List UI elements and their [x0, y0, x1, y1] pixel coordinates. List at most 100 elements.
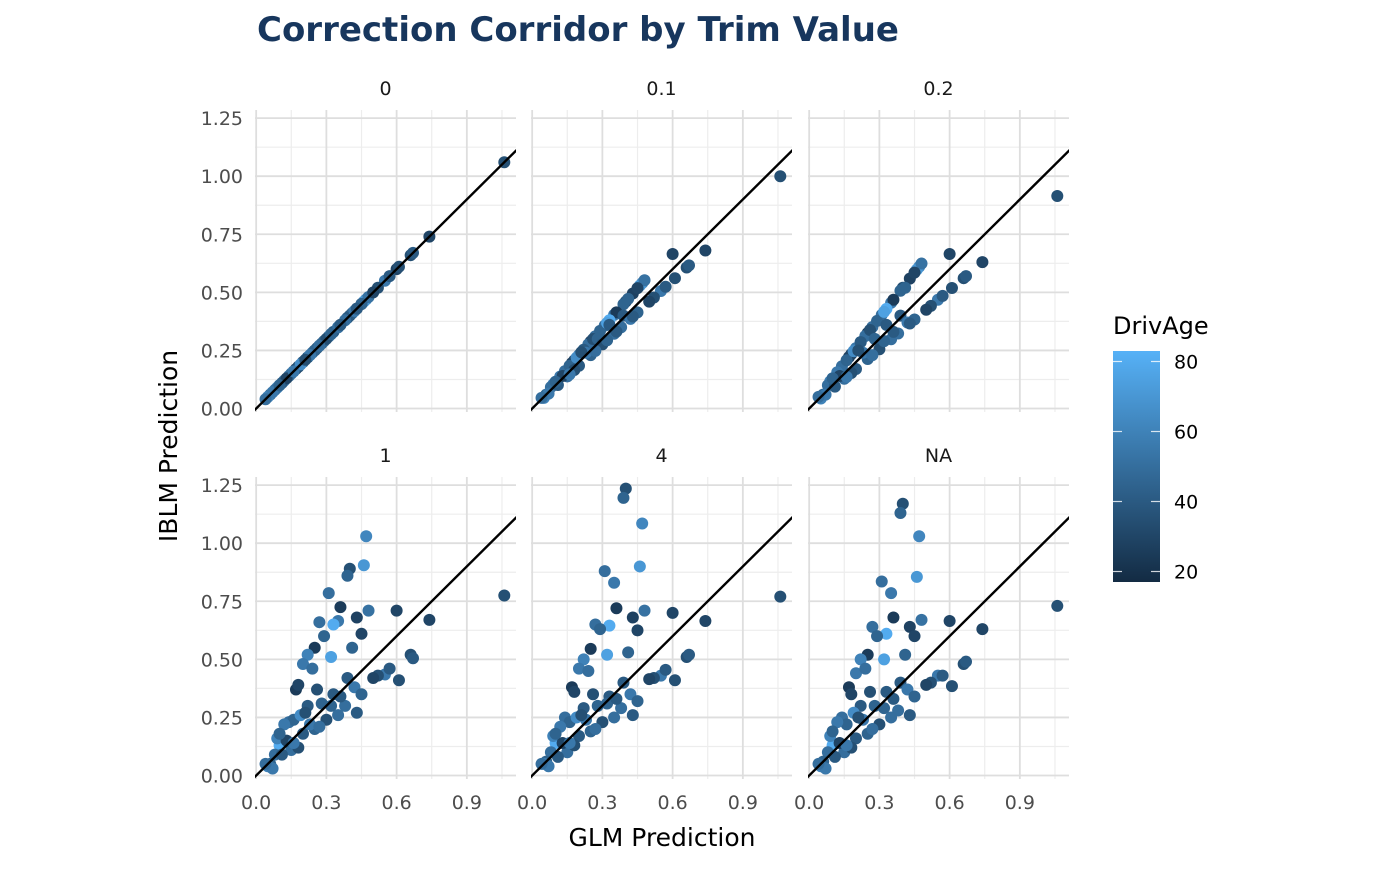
data-point: [880, 627, 893, 640]
data-point: [915, 257, 928, 270]
data-point: [273, 727, 286, 740]
data-point: [896, 497, 909, 510]
data-point: [318, 630, 331, 643]
data-point: [617, 491, 630, 504]
data-point: [864, 685, 877, 698]
facet-strip-label: NA: [925, 445, 952, 467]
y-tick-label: 1.00: [201, 166, 243, 188]
data-point: [638, 274, 651, 287]
data-point: [407, 652, 420, 665]
data-point: [355, 627, 368, 640]
data-point: [878, 653, 891, 666]
facet-panel: 0 0.00 0.25 0.50 0.75 1.00 1.25: [201, 78, 516, 421]
data-point: [849, 667, 862, 680]
data-point: [908, 690, 921, 703]
data-point: [362, 604, 375, 617]
points-group: [259, 530, 511, 775]
data-point: [1051, 599, 1064, 612]
data-point: [683, 259, 696, 272]
data-point: [292, 678, 305, 691]
legend-ticks: 80 60 40 20: [1113, 352, 1198, 584]
data-point: [666, 248, 679, 261]
data-point: [608, 711, 621, 724]
data-point: [920, 303, 933, 316]
facet-panels: 0 0.00 0.25 0.50 0.75 1.00 1.25 0.1 0.2 1 0.00 0.25…: [201, 78, 1069, 814]
data-point: [636, 517, 649, 530]
identity-line: [531, 515, 792, 779]
data-point: [659, 663, 672, 676]
data-point: [572, 662, 585, 675]
identity-line: [255, 515, 516, 779]
data-point: [854, 653, 867, 666]
x-tick-label: 0.6: [935, 792, 965, 814]
legend-tick-label: 80: [1174, 352, 1198, 374]
identity-line: [531, 148, 792, 412]
facet-strip-label: 0: [379, 78, 391, 100]
data-point: [549, 375, 562, 388]
data-point: [350, 611, 363, 624]
data-point: [626, 611, 639, 624]
y-tick-label: 1.25: [201, 108, 243, 130]
y-tick-label: 1.25: [201, 475, 243, 497]
data-point: [601, 334, 614, 347]
data-point: [575, 709, 588, 722]
data-point: [589, 723, 602, 736]
data-point: [584, 642, 597, 655]
legend-tick-label: 40: [1174, 492, 1198, 514]
data-point: [643, 673, 656, 686]
y-tick-label: 0.25: [201, 340, 243, 362]
data-point: [622, 646, 635, 659]
data-point: [633, 560, 646, 573]
data-point: [859, 662, 872, 675]
data-point: [299, 706, 312, 719]
x-tick-label: 0.3: [311, 792, 341, 814]
y-tick-label: 0.00: [201, 399, 243, 421]
data-point: [296, 658, 309, 671]
data-point: [976, 623, 989, 636]
data-point: [301, 648, 314, 661]
data-point: [915, 613, 928, 626]
facet-strip-label: 0.1: [646, 78, 676, 100]
data-point: [631, 695, 644, 708]
data-point: [594, 623, 607, 636]
data-point: [849, 732, 862, 745]
data-point: [903, 620, 916, 633]
data-point: [325, 651, 338, 664]
legend-title: DrivAge: [1113, 312, 1209, 340]
x-tick-label: 0.6: [658, 792, 688, 814]
data-point: [871, 630, 884, 643]
data-point: [383, 662, 396, 675]
facet-panel: 1 0.00 0.25 0.50 0.75 1.00 1.25 0.0 0.3 0.6 0.9: [201, 445, 516, 814]
x-tick-label: 0.3: [864, 792, 894, 814]
data-point: [311, 683, 324, 696]
legend-tick-label: 60: [1174, 422, 1198, 444]
identity-line: [808, 515, 1069, 779]
data-point: [346, 641, 359, 654]
data-point: [668, 674, 681, 687]
x-tick-label: 0.9: [452, 792, 482, 814]
data-point: [864, 323, 877, 336]
facet-panel: 0.1: [531, 78, 792, 412]
data-point: [852, 344, 865, 357]
data-point: [913, 530, 926, 543]
x-tick-label: 0.6: [382, 792, 412, 814]
y-tick-label: 0.50: [201, 649, 243, 671]
data-point: [549, 727, 562, 740]
facet-strip-label: 4: [655, 445, 667, 467]
data-point: [878, 305, 891, 318]
data-point: [812, 757, 825, 770]
data-point: [976, 256, 989, 269]
data-point: [887, 611, 900, 624]
data-point: [885, 711, 898, 724]
data-point: [908, 266, 921, 279]
data-point: [852, 711, 865, 724]
data-point: [666, 606, 679, 619]
data-point: [587, 688, 600, 701]
data-point: [866, 620, 879, 633]
data-point: [327, 618, 340, 631]
facet-panel: NA 0.0 0.3 0.6 0.9: [794, 445, 1069, 814]
data-point: [840, 718, 853, 731]
facet-strip-label: 0.2: [923, 78, 953, 100]
data-point: [313, 616, 326, 629]
